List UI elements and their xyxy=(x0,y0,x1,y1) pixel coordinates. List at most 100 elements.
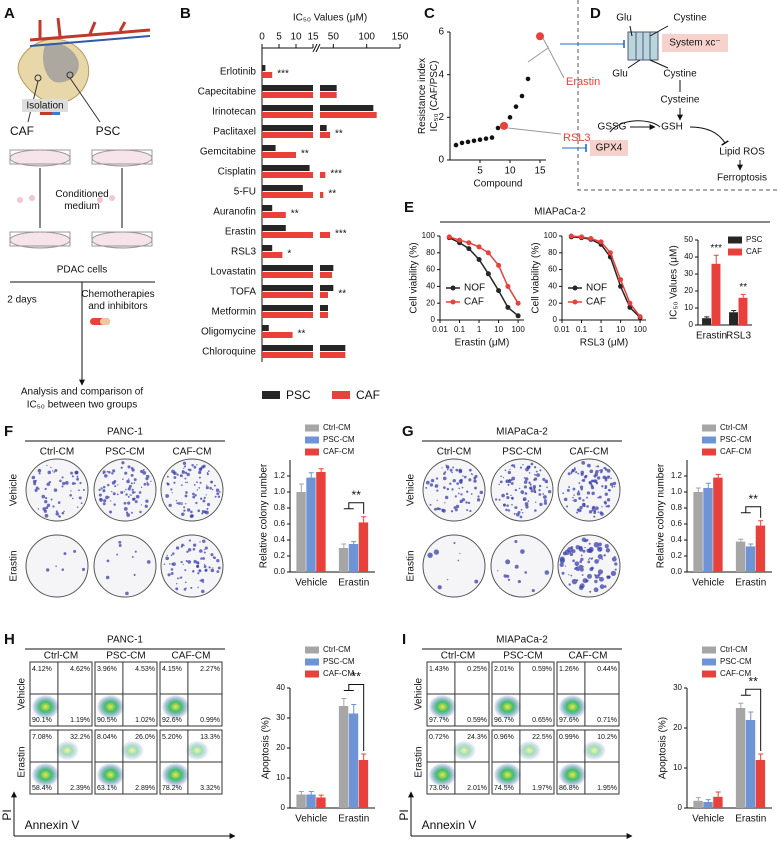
x-tick-label: Erastin xyxy=(338,578,369,589)
bar xyxy=(693,492,703,572)
flow-plot xyxy=(159,661,223,727)
colony xyxy=(598,559,600,561)
flow-plot xyxy=(29,661,93,727)
bar xyxy=(320,312,328,318)
colony xyxy=(455,468,459,472)
colony xyxy=(133,573,136,577)
legend-swatch xyxy=(702,448,716,456)
quadrant-gate xyxy=(95,730,157,794)
annotation-leader xyxy=(506,127,562,135)
cell-cloud xyxy=(161,762,190,787)
plate xyxy=(93,458,157,522)
colony xyxy=(131,490,135,494)
colony xyxy=(192,547,196,551)
quadrant-value: 13.3% xyxy=(200,734,220,741)
pathway-label: Lipid ROS xyxy=(719,147,765,158)
colony xyxy=(494,498,498,501)
colony xyxy=(133,478,137,482)
colony xyxy=(185,491,188,494)
colony xyxy=(444,495,449,500)
colony xyxy=(588,542,591,545)
y-tick-label: 2 xyxy=(438,112,444,123)
colony xyxy=(44,513,49,518)
colony xyxy=(594,579,598,584)
colony xyxy=(544,570,550,575)
colony xyxy=(581,537,587,542)
colony xyxy=(589,590,592,593)
bar xyxy=(262,112,313,118)
bar xyxy=(713,477,723,572)
y-tick-label: 0.6 xyxy=(671,519,683,528)
colony xyxy=(125,493,128,496)
colony xyxy=(507,509,511,512)
colony xyxy=(460,493,463,496)
colony xyxy=(438,507,441,511)
bracket xyxy=(343,684,365,751)
y-tick-label: 60 xyxy=(548,265,557,274)
colony xyxy=(217,495,221,498)
error-bar xyxy=(705,482,711,488)
colony xyxy=(568,583,571,586)
colony xyxy=(582,549,586,553)
colony xyxy=(108,496,110,498)
quadrant-gate xyxy=(160,662,222,726)
colony xyxy=(559,562,564,567)
step-label: Conditioned medium xyxy=(55,189,108,212)
y-tick-label: 40 xyxy=(548,282,557,291)
quadrant-value: 92.6% xyxy=(162,717,182,724)
dishes xyxy=(9,149,155,385)
category-label: Oligomycine xyxy=(201,327,256,338)
colony xyxy=(449,468,453,472)
colony xyxy=(579,583,585,589)
legend-swatch xyxy=(702,670,716,678)
colony xyxy=(145,499,149,503)
legend-swatch xyxy=(702,424,716,432)
colony xyxy=(130,482,133,485)
y-tick-label: 0.6 xyxy=(274,519,286,528)
colony xyxy=(603,585,607,588)
column-label: Ctrl-CM xyxy=(44,651,78,662)
colony xyxy=(566,488,570,492)
significance: ** xyxy=(298,329,306,340)
quadrant-value: 97.6% xyxy=(559,717,579,724)
significance: *** xyxy=(330,169,342,180)
colony xyxy=(109,500,112,502)
colony xyxy=(539,502,543,507)
colony xyxy=(458,479,463,484)
colony xyxy=(207,470,210,472)
quadrant-value: 4.15% xyxy=(162,666,182,673)
colony xyxy=(34,488,38,492)
colony xyxy=(606,468,611,473)
quadrant-value: 58.4% xyxy=(32,785,52,792)
colony xyxy=(599,549,602,552)
error-bar xyxy=(298,483,304,492)
colony xyxy=(210,553,214,557)
panel-label: F xyxy=(4,423,13,440)
bar xyxy=(755,525,766,572)
quadrant-value: 0.99% xyxy=(559,734,579,741)
colony xyxy=(118,540,122,544)
bar xyxy=(320,112,377,118)
point xyxy=(579,234,585,240)
bar xyxy=(320,352,346,358)
colony xyxy=(463,475,467,479)
colony xyxy=(131,488,134,491)
point xyxy=(489,135,495,140)
colony xyxy=(53,471,56,473)
colony xyxy=(120,466,123,469)
colony xyxy=(74,470,79,475)
quadrant-gate xyxy=(427,662,489,726)
error-bar xyxy=(361,753,367,760)
flow-plot xyxy=(491,661,555,727)
point xyxy=(466,240,472,246)
error-bar xyxy=(748,543,754,547)
colony xyxy=(131,468,135,472)
flow-plot xyxy=(556,661,620,727)
colony xyxy=(143,482,147,486)
colony xyxy=(114,485,117,488)
bar xyxy=(745,546,756,572)
error-bar xyxy=(715,791,721,797)
colony xyxy=(184,581,187,584)
bar xyxy=(296,794,306,808)
point xyxy=(495,125,501,131)
